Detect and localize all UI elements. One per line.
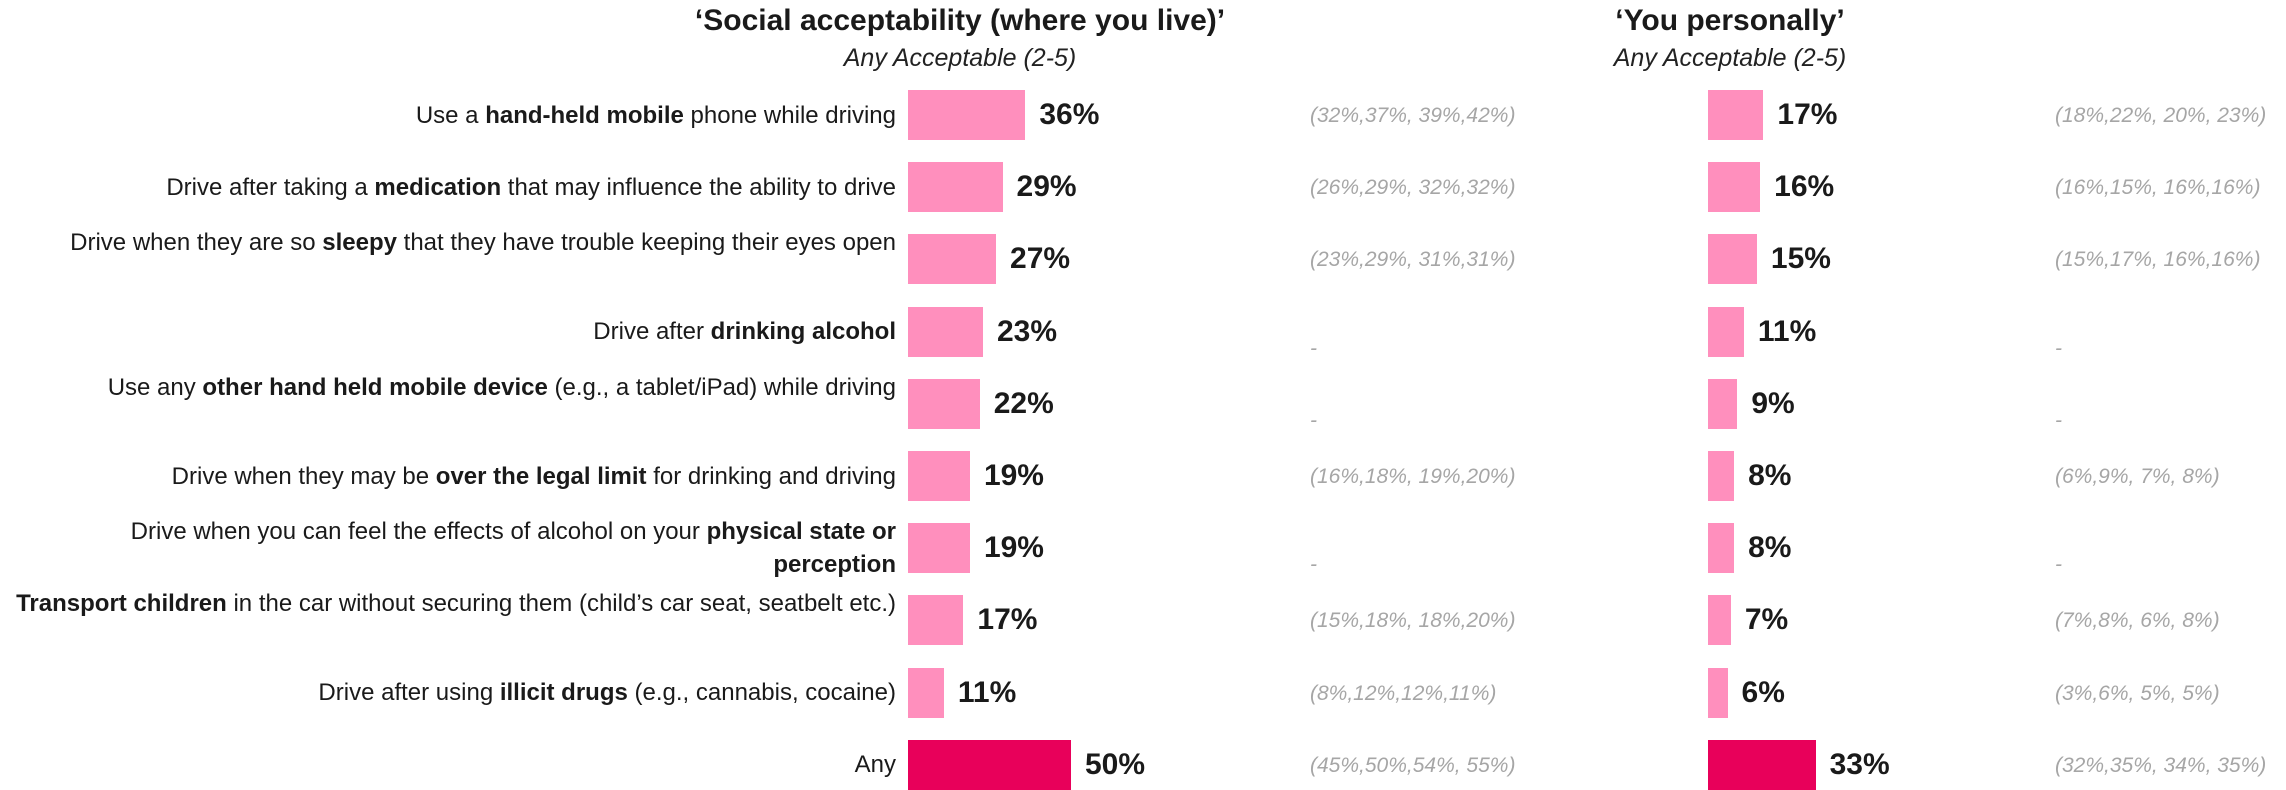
social-value-label: 19% <box>983 531 1044 565</box>
personal-value-label: 9% <box>1751 386 1795 420</box>
category-label: Drive after drinking alcohol <box>593 318 896 346</box>
social-bar <box>908 162 1003 213</box>
social-trend-label: - <box>1310 336 1317 360</box>
personal-trend-label: (3%,6%, 5%, 5%) <box>2055 681 2220 705</box>
personal-trend-label: - <box>2055 553 2062 577</box>
personal-trend-label: (6%,9%, 7%, 8%) <box>2055 465 2220 488</box>
social-bar <box>908 667 944 718</box>
personal-bar <box>1708 234 1757 285</box>
personal-value-label: 8% <box>1748 459 1792 492</box>
social-trend-label: (26%,29%, 32%,32%) <box>1310 176 1516 200</box>
personal-bar <box>1708 739 1816 790</box>
personal-value-label: 7% <box>1744 603 1789 637</box>
personal-trend-label: - <box>2055 336 2062 360</box>
category-label: Use a hand-held mobile phone while drivi… <box>415 101 896 129</box>
social-trend-label: (16%,18%, 19%,20%) <box>1310 465 1516 488</box>
personal-bar <box>1708 595 1731 646</box>
category-label: Drive when they may be over the legal li… <box>171 462 896 490</box>
personal-bar <box>1708 306 1744 357</box>
social-trend-label: (32%,37%, 39%,42%) <box>1310 104 1516 127</box>
category-label: Drive when you can feel the effects of a… <box>130 518 896 579</box>
social-bar <box>908 306 983 357</box>
social-trend-label: - <box>1310 408 1317 432</box>
social-trend-label: (15%,18%, 18%,20%) <box>1310 609 1516 633</box>
personal-value-label: 8% <box>1748 531 1792 565</box>
social-value-label: 19% <box>983 459 1044 492</box>
personal-value-label: 17% <box>1777 98 1838 131</box>
category-label: Transport children in the car without se… <box>16 590 896 618</box>
chart-1-title: ‘Social acceptability (where you live)’ <box>694 4 1226 37</box>
personal-trend-label: (16%,15%, 16%,16%) <box>2055 176 2261 200</box>
personal-value-label: 16% <box>1774 170 1835 204</box>
category-label: Use any other hand held mobile device (e… <box>107 373 896 401</box>
personal-bar <box>1708 451 1735 501</box>
social-trend-label: (8%,12%,12%,11%) <box>1310 681 1497 705</box>
personal-bar <box>1708 523 1735 574</box>
chart-2-title: ‘You personally’ <box>1615 4 1845 37</box>
category-label: Drive after taking a medication that may… <box>166 173 896 201</box>
personal-trend-label: (7%,8%, 6%, 8%) <box>2055 609 2220 633</box>
social-value-label: 11% <box>957 675 1017 709</box>
social-value-label: 17% <box>977 603 1038 637</box>
social-bar <box>908 595 964 646</box>
social-value-label: 23% <box>996 314 1058 348</box>
personal-value-label: 33% <box>1829 747 1890 781</box>
social-trend-label: - <box>1310 553 1317 577</box>
social-value-label: 27% <box>1010 242 1071 276</box>
category-label: Any <box>854 751 896 779</box>
personal-bar <box>1708 90 1764 140</box>
personal-value-label: 11% <box>1757 314 1817 348</box>
personal-trend-label: (18%,22%, 20%, 23%) <box>2055 104 2267 127</box>
social-value-label: 50% <box>1085 747 1146 781</box>
personal-bar <box>1708 378 1738 429</box>
category-label: Drive when they are so sleepy that they … <box>70 229 896 257</box>
social-value-label: 29% <box>1016 170 1077 204</box>
social-bar <box>908 378 980 429</box>
social-trend-label: (45%,50%,54%, 55%) <box>1310 753 1516 777</box>
social-value-label: 22% <box>993 386 1054 420</box>
personal-value-label: 6% <box>1741 675 1785 709</box>
personal-bar <box>1708 667 1728 718</box>
social-bar <box>908 451 970 501</box>
personal-bar <box>1708 162 1761 213</box>
personal-trend-label: (15%,17%, 16%,16%) <box>2055 248 2261 272</box>
chart-1-subtitle: Any Acceptable (2-5) <box>843 44 1077 72</box>
category-label: Drive after using illicit drugs (e.g., c… <box>318 679 896 707</box>
chart-2-subtitle: Any Acceptable (2-5) <box>1613 44 1847 72</box>
social-bar <box>908 90 1026 140</box>
social-bar <box>908 234 997 285</box>
social-bar <box>908 739 1071 790</box>
social-trend-label: (23%,29%, 31%,31%) <box>1310 248 1516 272</box>
personal-trend-label: (32%,35%, 34%, 35%) <box>2055 753 2267 777</box>
personal-value-label: 15% <box>1770 242 1831 276</box>
personal-trend-label: - <box>2055 408 2062 432</box>
social-value-label: 36% <box>1039 98 1100 131</box>
social-bar <box>908 523 970 574</box>
